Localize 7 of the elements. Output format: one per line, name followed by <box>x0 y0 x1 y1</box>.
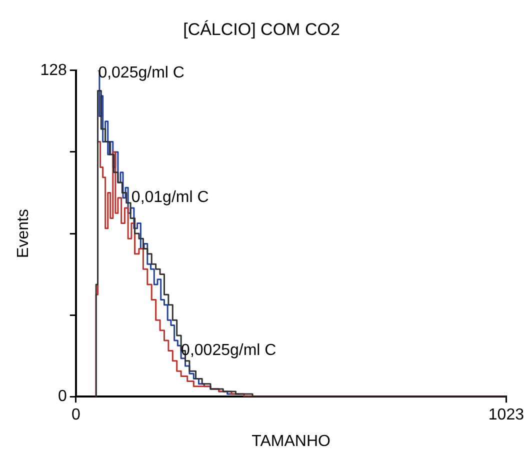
y-axis-title: Events <box>15 209 32 258</box>
annotation: 0,01g/ml C <box>131 189 209 206</box>
x-axis-title: TAMANHO <box>252 432 330 450</box>
annotation: 0,025g/ml C <box>98 64 184 82</box>
x-tick-label: 1023 <box>488 406 524 424</box>
chart-title: [CÁLCIO] COM CO2 <box>183 20 340 39</box>
y-tick-label: 128 <box>40 62 67 79</box>
